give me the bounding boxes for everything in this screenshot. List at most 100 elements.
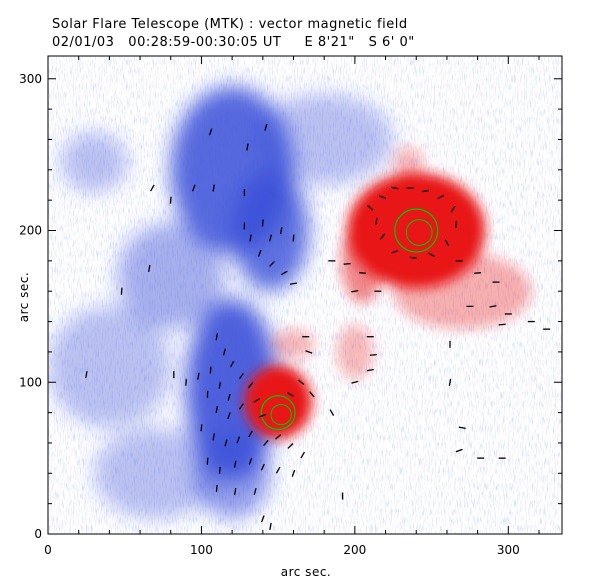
negative-region-4 xyxy=(48,306,171,428)
vector-16 xyxy=(280,270,288,276)
x-tick-label: 300 xyxy=(497,543,520,557)
negative-region-7 xyxy=(60,131,128,193)
vector-30 xyxy=(437,194,445,200)
vector-68 xyxy=(236,436,241,444)
vector-25 xyxy=(367,204,374,211)
vector-14 xyxy=(257,249,262,257)
contour-inner-1 xyxy=(270,403,292,426)
vector-33 xyxy=(444,239,450,247)
vector-37 xyxy=(379,233,386,240)
vector-0 xyxy=(208,128,213,136)
vector-54 xyxy=(218,381,222,389)
vector-93 xyxy=(351,380,359,384)
vector-99 xyxy=(458,426,466,430)
contour-inner-0 xyxy=(405,219,433,246)
vector-78 xyxy=(260,463,265,471)
vector-73 xyxy=(300,451,306,459)
vector-70 xyxy=(263,439,269,447)
vector-83 xyxy=(253,487,257,496)
vector-4 xyxy=(169,196,172,204)
vector-57 xyxy=(185,378,188,386)
y-tick-label: 300 xyxy=(19,72,42,86)
vector-10 xyxy=(261,219,264,227)
chart-subtitle: 02/01/03 00:28:59-00:30:05 UT E 8'21" S … xyxy=(52,35,415,50)
vector-65 xyxy=(200,424,203,432)
vector-32 xyxy=(455,220,458,228)
x-tick-label: 0 xyxy=(44,543,52,557)
vector-92 xyxy=(366,368,374,372)
vector-55 xyxy=(227,393,231,401)
vector-18 xyxy=(148,264,151,273)
plot-frame xyxy=(47,55,563,535)
negative-region-8 xyxy=(193,427,271,519)
positive-region-2 xyxy=(393,253,532,330)
axes: 0 100 200 300 0 100 200 300 xyxy=(19,56,562,557)
vector-63 xyxy=(253,398,261,403)
vector-72 xyxy=(287,443,294,449)
vector-69 xyxy=(248,430,253,438)
vector-34 xyxy=(428,252,435,258)
vector-102 xyxy=(305,350,313,354)
negative-region-2 xyxy=(186,298,279,481)
vector-2 xyxy=(264,123,268,131)
vector-61 xyxy=(227,412,231,420)
vector-21 xyxy=(343,262,351,265)
vector-75 xyxy=(218,466,221,474)
vector-38 xyxy=(375,217,378,225)
vector-49 xyxy=(222,348,226,356)
vector-74 xyxy=(206,457,209,465)
positive-region-4 xyxy=(336,324,374,380)
vector-60 xyxy=(215,406,219,414)
vector-11 xyxy=(268,234,273,242)
vector-87 xyxy=(287,392,294,397)
positive-region-5 xyxy=(272,329,315,360)
vector-19 xyxy=(120,287,123,295)
vector-15 xyxy=(269,260,275,267)
vector-47 xyxy=(498,323,506,326)
vector-95 xyxy=(448,378,452,386)
vector-40 xyxy=(474,272,482,274)
vector-66 xyxy=(212,433,215,441)
contour-layer xyxy=(260,208,439,431)
vector-80 xyxy=(291,469,296,477)
positive-region-6 xyxy=(393,147,424,178)
vector-35 xyxy=(409,256,417,260)
negative-region-5 xyxy=(94,427,217,519)
vector-64 xyxy=(259,413,267,418)
y-tick-label: 0 xyxy=(34,527,42,541)
vector-100 xyxy=(85,371,88,379)
vector-26 xyxy=(378,195,386,199)
vector-77 xyxy=(248,457,253,465)
vector-17 xyxy=(289,282,298,285)
vector-53 xyxy=(209,366,212,374)
negative-region-1 xyxy=(232,169,309,292)
vector-62 xyxy=(238,403,244,410)
vector-91 xyxy=(369,353,377,356)
negative-region-6 xyxy=(255,93,394,185)
vector-1 xyxy=(246,143,249,151)
positive-region-3 xyxy=(341,218,385,304)
negative-polarity-layer xyxy=(48,86,394,519)
vector-9 xyxy=(249,234,252,242)
vector-79 xyxy=(275,466,281,474)
negative-region-3 xyxy=(117,222,225,330)
vector-48 xyxy=(215,333,219,341)
vector-3 xyxy=(150,184,155,192)
vector-58 xyxy=(197,372,200,380)
contour-0 xyxy=(394,208,439,253)
subtitle-time: 00:28:59-00:30:05 UT xyxy=(128,35,282,50)
vector-76 xyxy=(233,460,237,468)
vector-13 xyxy=(292,234,295,242)
vector-86 xyxy=(298,379,305,386)
chart-title: Solar Flare Telescope (MTK) : vector mag… xyxy=(52,17,408,32)
vector-23 xyxy=(351,289,359,293)
vector-43 xyxy=(489,305,497,308)
vector-52 xyxy=(247,382,254,389)
y-axis-label: arc sec. xyxy=(17,271,31,323)
positive-polarity-layer xyxy=(244,147,532,439)
x-tick-label: 100 xyxy=(190,543,213,557)
vector-12 xyxy=(279,226,283,235)
vector-29 xyxy=(421,189,430,193)
vector-96 xyxy=(455,448,463,453)
y-tick-label: 100 xyxy=(19,375,42,389)
